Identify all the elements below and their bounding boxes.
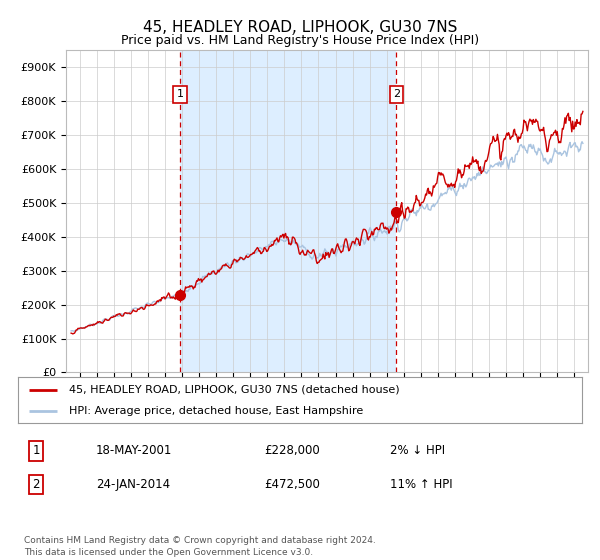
Text: 2% ↓ HPI: 2% ↓ HPI xyxy=(390,444,445,458)
Text: 24-JAN-2014: 24-JAN-2014 xyxy=(96,478,170,491)
Text: HPI: Average price, detached house, East Hampshire: HPI: Average price, detached house, East… xyxy=(69,407,363,416)
Text: Price paid vs. HM Land Registry's House Price Index (HPI): Price paid vs. HM Land Registry's House … xyxy=(121,34,479,46)
Text: 45, HEADLEY ROAD, LIPHOOK, GU30 7NS (detached house): 45, HEADLEY ROAD, LIPHOOK, GU30 7NS (det… xyxy=(69,385,400,395)
Text: 18-MAY-2001: 18-MAY-2001 xyxy=(96,444,172,458)
Text: 2: 2 xyxy=(32,478,40,491)
Text: 45, HEADLEY ROAD, LIPHOOK, GU30 7NS: 45, HEADLEY ROAD, LIPHOOK, GU30 7NS xyxy=(143,20,457,35)
Text: 2: 2 xyxy=(393,90,400,100)
Bar xyxy=(180,50,397,372)
Text: 1: 1 xyxy=(32,444,40,458)
Text: £472,500: £472,500 xyxy=(264,478,320,491)
Text: Contains HM Land Registry data © Crown copyright and database right 2024.
This d: Contains HM Land Registry data © Crown c… xyxy=(24,536,376,557)
Text: 1: 1 xyxy=(176,90,184,100)
Text: £228,000: £228,000 xyxy=(264,444,320,458)
Text: 11% ↑ HPI: 11% ↑ HPI xyxy=(390,478,452,491)
